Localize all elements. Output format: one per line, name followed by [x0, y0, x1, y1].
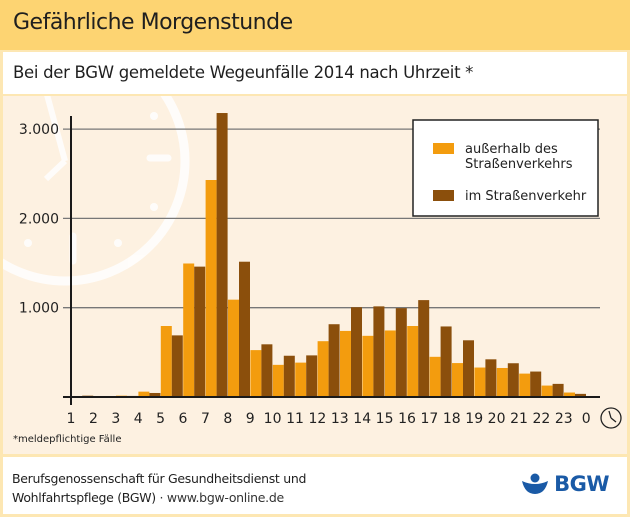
- bar-road-traffic: [418, 300, 430, 397]
- bar-outside-traffic: [160, 326, 172, 397]
- bar-road-traffic: [171, 335, 183, 397]
- x-tick-label: 16: [398, 411, 416, 427]
- bar-road-traffic: [149, 392, 161, 397]
- bar-road-traffic: [351, 307, 362, 397]
- bar-road-traffic: [306, 355, 318, 397]
- legend-swatch-road-traffic: [433, 190, 454, 201]
- x-tick-label: 17: [420, 411, 438, 427]
- clock-hand-minute: [610, 417, 617, 423]
- x-tick-label: 11: [286, 411, 304, 427]
- x-tick-label: 14: [353, 411, 371, 427]
- bar-road-traffic: [283, 355, 295, 397]
- bar-outside-traffic: [496, 367, 508, 397]
- x-tick-label: 6: [179, 411, 188, 427]
- bar-road-traffic: [530, 371, 542, 397]
- bar-road-traffic: [261, 344, 273, 397]
- legend-swatch-outside-traffic: [433, 143, 454, 154]
- bar-outside-traffic: [183, 263, 195, 397]
- bar-road-traffic: [373, 306, 385, 397]
- legend-label-outside-traffic-2: Straßenverkehrs: [465, 157, 573, 172]
- footer-org-line2: Wohlfahrtspflege (BGW): [12, 490, 156, 505]
- bar-road-traffic: [194, 266, 206, 397]
- bgw-logo-text: BGW: [554, 472, 609, 496]
- bar-road-traffic: [395, 308, 407, 397]
- chart-area: 1.000 2.000 3.000 1 2 3 4 5 6 7 8 9 10 11 12 13 14 15 16 17…: [3, 96, 627, 454]
- y-tick-label: 3.000: [19, 122, 59, 138]
- clock-hand-hour: [608, 410, 612, 419]
- bar-outside-traffic: [250, 350, 262, 397]
- bar-outside-traffic: [564, 392, 575, 397]
- footer-separator: ·: [155, 490, 167, 505]
- bar-road-traffic: [507, 363, 519, 397]
- clock-icon: [600, 407, 622, 429]
- bar-outside-traffic: [228, 299, 239, 397]
- x-tick-label: 21: [510, 411, 528, 427]
- clock-watermark-icon: [3, 96, 190, 286]
- x-tick-label: 22: [532, 411, 550, 427]
- footer-org-line1: Berufsgenossenschaft für Gesundheitsdien…: [12, 471, 307, 486]
- bar-road-traffic: [216, 113, 228, 397]
- bar-outside-traffic: [340, 330, 351, 397]
- footer-text: Berufsgenossenschaft für Gesundheitsdien…: [12, 469, 306, 507]
- x-tick-label: 0: [582, 411, 591, 427]
- bar-outside-traffic: [452, 363, 463, 397]
- x-tick-label: 10: [264, 411, 282, 427]
- x-tick-label: 18: [443, 411, 461, 427]
- x-tick-label: 4: [134, 411, 143, 427]
- x-tick-label: 1: [67, 411, 76, 427]
- bar-outside-traffic: [205, 180, 217, 397]
- bar-outside-traffic: [317, 341, 329, 397]
- bar-outside-traffic: [272, 364, 284, 397]
- x-tick-label: 9: [246, 411, 255, 427]
- bar-outside-traffic: [429, 356, 441, 397]
- bgw-logo-icon: [522, 473, 549, 494]
- bar-outside-traffic: [541, 385, 553, 397]
- footnote: *meldepflichtige Fälle: [13, 434, 121, 445]
- bar-outside-traffic: [295, 362, 307, 397]
- footer: Berufsgenossenschaft für Gesundheitsdien…: [3, 457, 627, 514]
- x-tick-label: 5: [156, 411, 165, 427]
- bar-outside-traffic: [138, 391, 150, 397]
- x-tick-label: 2: [89, 411, 98, 427]
- x-tick-label: 23: [555, 411, 573, 427]
- chart-subtitle: Bei der BGW gemeldete Wegeunfälle 2014 n…: [13, 63, 474, 82]
- bar-outside-traffic: [519, 373, 531, 397]
- x-tick-label: 12: [308, 411, 326, 427]
- legend: außerhalb des Straßenverkehrs im Straßen…: [412, 119, 599, 217]
- bar-road-traffic: [552, 383, 564, 397]
- y-tick-label: 1.000: [19, 301, 59, 317]
- header-bar: Gefährliche Morgenstunde: [0, 0, 630, 50]
- bar-road-traffic: [328, 324, 340, 397]
- x-tick-label: 7: [201, 411, 210, 427]
- bar-outside-traffic: [384, 330, 396, 397]
- bar-road-traffic: [239, 261, 250, 397]
- bar-outside-traffic: [362, 335, 374, 397]
- legend-label-road-traffic: im Straßenverkehr: [465, 189, 587, 204]
- legend-label-outside-traffic-1: außerhalb des: [465, 142, 558, 157]
- subtitle-box: Bei der BGW gemeldete Wegeunfälle 2014 n…: [3, 52, 627, 94]
- bar-outside-traffic: [407, 326, 419, 397]
- clock-face: [600, 407, 622, 429]
- x-tick-label: 13: [331, 411, 349, 427]
- x-tick-label: 8: [223, 411, 232, 427]
- bgw-logo: BGW: [521, 472, 609, 496]
- bar-outside-traffic: [474, 367, 486, 397]
- page-title: Gefährliche Morgenstunde: [13, 10, 293, 35]
- y-tick-label: 2.000: [19, 211, 59, 227]
- footer-url-link[interactable]: www.bgw-online.de: [166, 490, 284, 505]
- bar-road-traffic: [575, 393, 586, 397]
- bar-road-traffic: [463, 340, 474, 397]
- x-tick-label: 19: [465, 411, 483, 427]
- bar-road-traffic: [440, 326, 452, 397]
- x-tick-label: 3: [111, 411, 120, 427]
- bar-road-traffic: [485, 359, 497, 397]
- x-tick-label: 20: [488, 411, 506, 427]
- x-tick-label: 15: [376, 411, 394, 427]
